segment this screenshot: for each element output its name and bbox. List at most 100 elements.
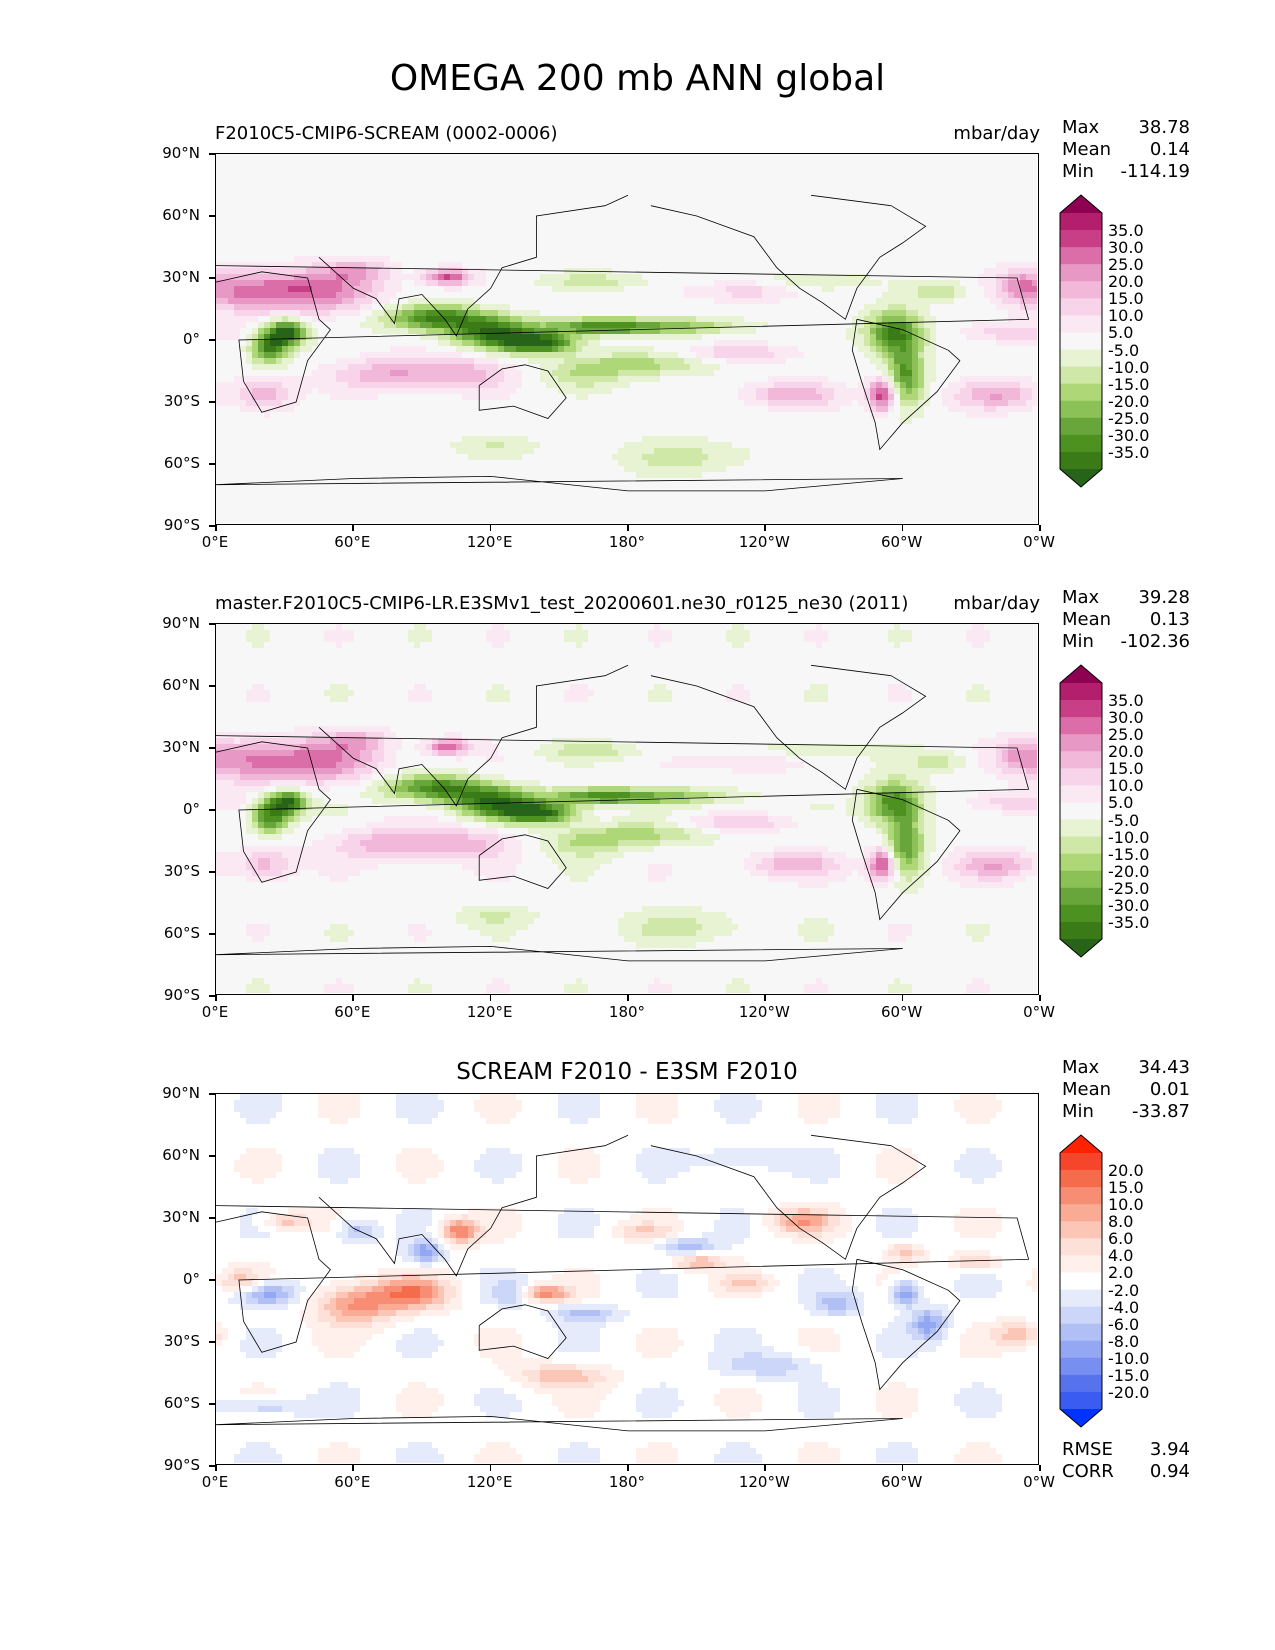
field-cell [690, 328, 697, 335]
field-cell [324, 370, 331, 377]
field-cell [780, 304, 787, 311]
field-cell [822, 196, 829, 203]
field-cell [468, 244, 475, 251]
field-cell [702, 178, 709, 185]
field-cell [318, 364, 325, 371]
field-cell [630, 346, 637, 353]
field-cell [462, 256, 469, 263]
field-cell [894, 274, 901, 281]
field-cell [486, 322, 493, 329]
field-cell [522, 256, 529, 263]
field-cell [240, 364, 247, 371]
field-cell [468, 202, 475, 209]
field-cell [390, 352, 397, 359]
field-cell [414, 334, 421, 341]
field-cell [744, 322, 751, 329]
field-cell [594, 334, 601, 341]
field-cell [798, 238, 805, 245]
field-cell [696, 322, 703, 329]
field-cell [234, 304, 241, 311]
field-cell [1026, 316, 1033, 323]
field-cell [984, 292, 991, 299]
field-cell [600, 352, 607, 359]
field-cell [900, 280, 907, 287]
field-cell [816, 232, 823, 239]
field-cell [942, 280, 949, 287]
field-cell [264, 346, 271, 353]
field-cell [894, 232, 901, 239]
field-cell [768, 238, 775, 245]
field-cell [492, 286, 499, 293]
field-cell [1014, 358, 1021, 365]
field-cell [648, 232, 655, 239]
field-cell [228, 328, 235, 335]
field-cell [312, 172, 319, 179]
field-cell [690, 232, 697, 239]
field-cell [858, 238, 865, 245]
field-cell [408, 196, 415, 203]
field-cell [552, 334, 559, 341]
field-cell [348, 298, 355, 305]
field-cell [468, 190, 475, 197]
field-cell [732, 262, 739, 269]
field-cell [810, 256, 817, 263]
field-cell [786, 160, 793, 167]
field-cell [612, 292, 619, 299]
field-cell [684, 226, 691, 233]
field-cell [552, 190, 559, 197]
field-cell [966, 310, 973, 317]
field-cell [924, 328, 931, 335]
field-cell [804, 226, 811, 233]
field-cell [258, 340, 265, 347]
field-cell [852, 262, 859, 269]
field-cell [414, 238, 421, 245]
field-cell [432, 220, 439, 227]
field-cell [666, 226, 673, 233]
field-cell [696, 268, 703, 275]
field-cell [816, 304, 823, 311]
field-cell [810, 298, 817, 305]
field-cell [978, 154, 985, 161]
field-cell [522, 172, 529, 179]
field-cell [690, 292, 697, 299]
field-cell [552, 352, 559, 359]
field-cell [846, 364, 853, 371]
field-cell [960, 226, 967, 233]
field-cell [768, 160, 775, 167]
field-cell [972, 358, 979, 365]
field-cell [726, 226, 733, 233]
field-cell [678, 166, 685, 173]
field-cell [420, 298, 427, 305]
field-cell [954, 352, 961, 359]
field-cell [216, 214, 223, 221]
field-cell [588, 304, 595, 311]
field-cell [624, 226, 631, 233]
field-cell [528, 322, 535, 329]
field-cell [258, 208, 265, 215]
field-cell [696, 178, 703, 185]
field-cell [534, 166, 541, 173]
field-cell [720, 298, 727, 305]
field-cell [660, 322, 667, 329]
field-cell [960, 238, 967, 245]
field-cell [996, 166, 1003, 173]
field-cell [372, 232, 379, 239]
field-cell [408, 310, 415, 317]
field-cell [360, 184, 367, 191]
field-cell [960, 232, 967, 239]
field-cell [396, 310, 403, 317]
field-cell [264, 196, 271, 203]
field-cell [894, 184, 901, 191]
field-cell [270, 316, 277, 323]
field-cell [792, 298, 799, 305]
field-cell [576, 340, 583, 347]
field-cell [756, 178, 763, 185]
field-cell [1002, 286, 1009, 293]
field-cell [930, 268, 937, 275]
field-cell [354, 166, 361, 173]
field-cell [396, 268, 403, 275]
field-cell [984, 280, 991, 287]
field-cell [294, 316, 301, 323]
field-cell [258, 358, 265, 365]
field-cell [468, 196, 475, 203]
